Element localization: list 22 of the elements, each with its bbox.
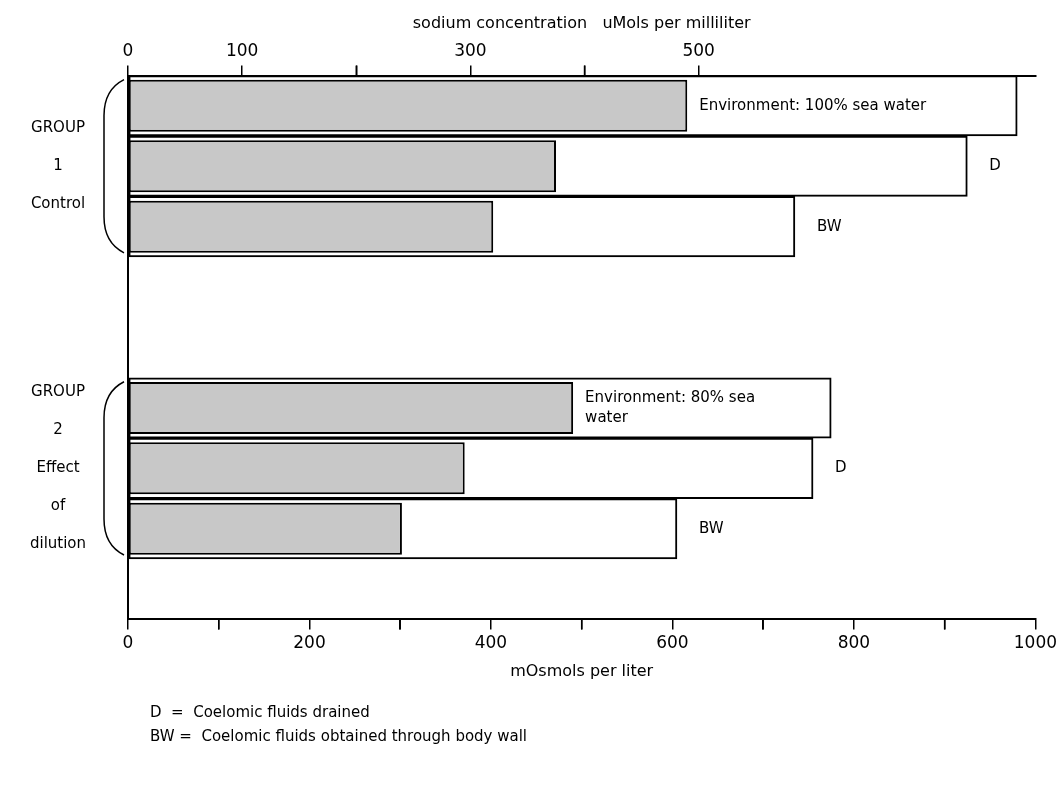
data-label: D [989,156,1001,175]
x2-tick-label: 100 [225,39,259,60]
data-label: BW [816,216,842,235]
text: GROUP 2 Effect of dilution [29,382,87,553]
x2-tick-label: 300 [454,39,487,60]
text: BW = Coelomic fluids obtained through body wall [150,726,528,747]
x-tick-label: 1000 [1013,632,1057,653]
data-label: D [835,458,847,477]
annotation: Environment: 80% sea water [585,387,756,426]
x2-tick-label: 0 [122,39,134,60]
x-tick-label: 800 [837,632,871,653]
x-tick-label: 600 [656,632,689,653]
x2-tick-label: 500 [682,39,715,60]
data-label: BW [698,518,724,537]
text: GROUP 1 Control [30,118,86,213]
text: D = Coelomic fluids drained [150,702,371,723]
x-axis-title: mOsmols per liter [510,660,654,680]
x-tick-label: 400 [474,632,508,653]
x2-axis-title: sodium concentration uMols per milliliter [412,12,752,32]
x-tick-label: 200 [293,632,326,653]
annotation: Environment: 100% sea water [699,95,928,114]
x-tick-label: 0 [122,632,134,653]
